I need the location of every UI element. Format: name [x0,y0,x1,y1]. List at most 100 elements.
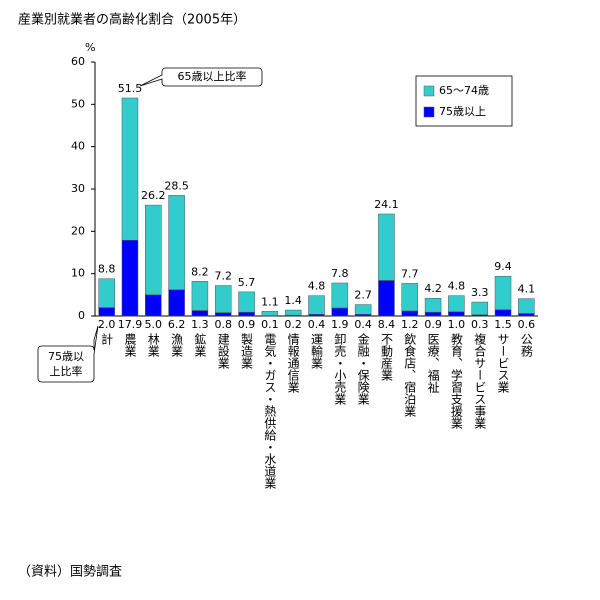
x-tick-label: 建設業 [216,333,230,369]
total-label: 28.5 [164,179,189,192]
total-label: 8.8 [98,263,116,276]
bar-segment [448,295,465,313]
x-tick-label: 林業 [146,333,160,357]
x-tick-label: 飲食店、宿泊業 [403,332,417,417]
y-tick-label: 40 [71,140,85,153]
value-label: 6.2 [168,318,186,331]
callout-box [139,67,263,87]
value-label: 0.9 [238,318,256,331]
value-label: 2.0 [98,318,116,331]
total-label: 51.5 [118,82,143,95]
value-label: 8.4 [378,318,396,331]
legend-label: 75歳以上 [439,105,486,118]
total-label: 4.2 [424,282,442,295]
bar-segment [98,307,115,317]
total-label: 3.3 [471,286,489,299]
legend-swatch [423,85,435,97]
bar-segment [168,195,185,291]
value-label: 1.2 [401,318,419,331]
bar-segment [284,309,302,316]
bar-segment [261,311,279,316]
x-tick-label: 不動産業 [379,333,393,381]
bar-segment [424,297,442,313]
x-tick-label: 鉱業 [193,332,207,357]
bar-segment [331,307,349,317]
bar-segment [238,291,255,313]
total-label: 4.1 [518,283,536,296]
value-label: 1.3 [191,318,209,331]
callout-text: 65歳以上比率 [178,69,247,83]
x-tick-label: 医療、福祉 [426,333,440,394]
total-label: 1.1 [261,295,279,308]
bar-segment [471,301,488,315]
bar-segment [214,285,232,313]
legend [415,75,513,127]
bar-segment [168,289,185,317]
total-label: 7.8 [331,267,349,280]
value-label: 0.4 [308,318,326,331]
bar-segment [518,313,535,317]
total-label: 1.4 [284,294,302,307]
x-tick-label: 電気・ガス・熱供給・水道業 [263,333,277,489]
bar-segment [354,304,372,315]
y-tick-label: 30 [71,182,85,195]
bar-segment [238,311,255,317]
x-tick-label: サービス業 [496,333,510,393]
x-tick-label: 卸売・小売業 [333,332,347,405]
x-tick-label: 計 [100,332,114,345]
bar-segment [518,298,535,314]
legend-label: 65～74歳 [439,84,489,97]
y-tick-label: 10 [71,267,85,280]
bar-segment [191,281,209,311]
y-tick-label: 50 [71,97,85,110]
x-tick-label: 金融・保険業 [356,332,370,405]
total-label: 8.2 [191,265,209,278]
total-label: 4.8 [448,280,466,293]
x-tick-label: 漁業 [170,333,184,357]
total-label: 26.2 [141,189,166,202]
value-label: 1.0 [448,318,466,331]
bar-segment [308,295,325,315]
bar-segment [401,310,419,317]
y-tick-label: 0 [78,309,85,322]
value-label: 5.0 [145,318,163,331]
y-tick-label: 60 [71,55,85,68]
x-tick-label: 情報通信業 [286,333,300,393]
total-label: 24.1 [374,198,399,211]
value-label: 0.4 [354,318,372,331]
x-tick-label: 農業 [123,333,137,357]
bar-segment [121,97,139,241]
value-label: 17.9 [118,318,143,331]
value-label: 0.2 [284,318,302,331]
bar-segment [424,311,442,317]
bar-segment [378,280,395,317]
total-label: 7.7 [401,267,419,280]
total-label: 4.8 [308,280,326,293]
x-tick-label: 公務 [519,333,533,358]
source: （資料）国勢調査 [18,565,122,580]
value-label: 1.5 [494,318,512,331]
y-unit: % [85,41,95,54]
bar-segment [145,204,162,296]
bar-segment [214,312,232,317]
bar-segment [354,314,372,317]
bar-segment [191,310,209,317]
x-tick-label: 複合サービス事業 [473,332,487,429]
callout-box [37,325,99,383]
value-label: 1.9 [331,318,349,331]
chart-title: 産業別就業者の高齢化割合（2005年） [18,12,246,28]
x-tick-label: 教育、学習支援業 [449,332,463,429]
total-label: 7.2 [214,270,232,283]
legend-swatch [423,106,435,118]
bar-segment [378,213,395,281]
callout-text: 上比率 [50,364,83,378]
bar-segment [494,309,512,317]
x-tick-label: 製造業 [240,333,254,369]
bar-segment [401,283,419,312]
bar-segment [448,311,465,317]
total-label: 9.4 [494,260,512,273]
callout-text: 75歳以 [48,350,84,363]
total-label: 5.7 [238,276,256,289]
